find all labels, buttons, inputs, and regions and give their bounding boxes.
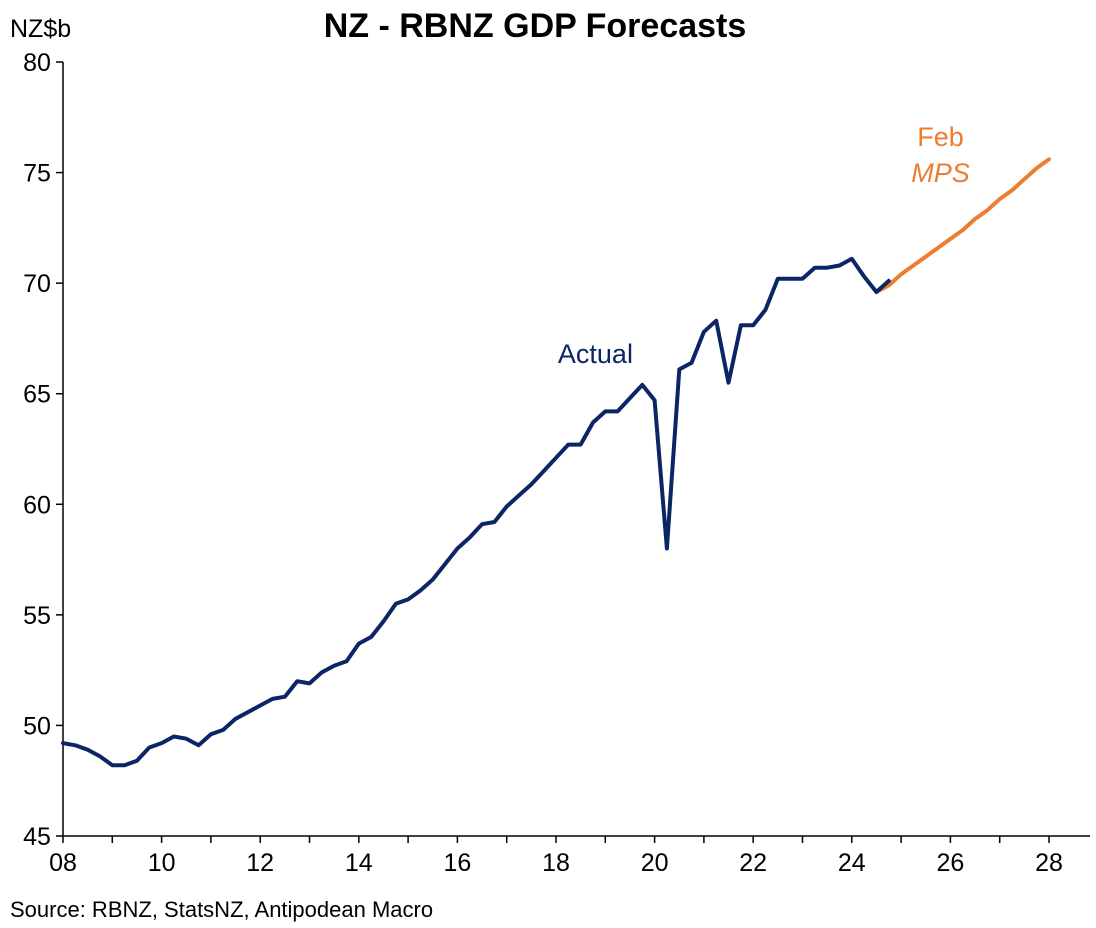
series-label-feb-mps: Feb [917, 122, 964, 152]
x-tick-label: 24 [838, 849, 866, 877]
series-group [61, 157, 1051, 768]
x-tick-label: 18 [542, 849, 570, 877]
series-line-actual [61, 256, 891, 768]
axes: 45 50 55 60 65 70 75 80 08 10 12 14 16 18 20 22 24 26 28 [23, 49, 1090, 877]
y-tick-label: 70 [23, 270, 51, 298]
y-tick-label: 50 [23, 712, 51, 740]
y-tick-label: 80 [23, 49, 51, 77]
y-axis-unit-label: NZ$b [10, 15, 71, 43]
y-tick-label: 45 [23, 823, 51, 851]
x-tick-label: 08 [49, 849, 77, 877]
x-tick-label: 22 [739, 849, 767, 877]
series-labels: Actual Feb MPS [558, 122, 970, 369]
series-label-actual: Actual [558, 339, 633, 369]
x-tick-label: 14 [345, 849, 373, 877]
x-tick-label: 28 [1035, 849, 1063, 877]
y-tick-label: 55 [23, 602, 51, 630]
x-tick-label: 16 [443, 849, 471, 877]
y-tick-label: 60 [23, 491, 51, 519]
y-tick-label: 65 [23, 381, 51, 409]
chart-title: NZ - RBNZ GDP Forecasts [324, 7, 747, 45]
x-tick-label: 10 [148, 849, 176, 877]
series-label-feb-mps: MPS [911, 158, 970, 188]
source-note: Source: RBNZ, StatsNZ, Antipodean Macro [10, 897, 433, 922]
x-tick-label: 12 [246, 849, 274, 877]
series-line-feb-mps [874, 157, 1051, 294]
x-tick-label: 20 [641, 849, 669, 877]
y-tick-label: 75 [23, 160, 51, 188]
x-tick-label: 26 [936, 849, 964, 877]
